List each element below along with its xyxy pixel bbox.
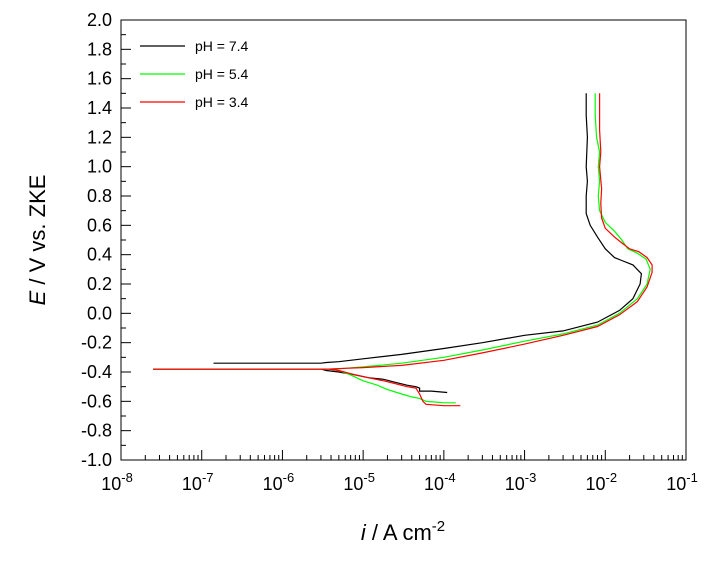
- y-tick-label: 0.2: [87, 274, 112, 294]
- y-axis-label: E / V vs. ZKE: [25, 175, 50, 306]
- y-tick-label: -0.2: [81, 333, 112, 353]
- x-axis-ticks: [120, 450, 687, 460]
- y-tick-label: 0.8: [87, 186, 112, 206]
- x-tick-label: 10-2: [585, 470, 617, 494]
- y-tick-label: 1.8: [87, 39, 112, 59]
- series-line-anodic: [329, 93, 651, 370]
- x-tick-label: 10-5: [343, 470, 375, 494]
- y-tick-label: -1.0: [81, 450, 112, 470]
- legend-label: pH = 3.4: [195, 94, 249, 110]
- y-axis-ticks: [121, 19, 131, 461]
- legend-label: pH = 7.4: [195, 38, 249, 54]
- x-tick-label: 10-8: [101, 470, 133, 494]
- y-tick-label: 1.6: [87, 69, 112, 89]
- y-tick-label: 1.4: [87, 98, 112, 118]
- x-axis-tick-labels: 10-8 10-7 10-6 10-5 10-4 10-3 10-2 10-1: [101, 470, 698, 494]
- y-tick-label: -0.4: [81, 362, 112, 382]
- series-line-cathodic: [329, 368, 461, 407]
- y-tick-label: 1.2: [87, 127, 112, 147]
- x-tick-label: 10-1: [666, 470, 698, 494]
- legend-label: pH = 5.4: [195, 66, 249, 82]
- y-tick-label: 0.0: [87, 303, 112, 323]
- plot-area: [120, 19, 687, 461]
- series-group: [153, 93, 653, 407]
- y-tick-label: 1.0: [87, 157, 112, 177]
- x-tick-label: 10-6: [263, 470, 295, 494]
- x-tick-label: 10-3: [505, 470, 537, 494]
- x-tick-label: 10-4: [424, 470, 456, 494]
- y-tick-label: 0.4: [87, 245, 112, 265]
- y-tick-label: -0.6: [81, 391, 112, 411]
- y-axis-tick-labels: 2.0 1.8 1.6 1.4 1.2 1.0 0.8 0.6 0.4 0.2 0.0 -0.2 -0.…: [81, 10, 112, 470]
- series-line-anodic: [153, 93, 653, 370]
- series-line-anodic: [213, 93, 643, 364]
- y-tick-label: 0.6: [87, 215, 112, 235]
- x-tick-label: 10-7: [182, 470, 214, 494]
- legend: pH = 7.4 pH = 5.4 pH = 3.4: [140, 38, 249, 110]
- y-tick-label: -0.8: [81, 421, 112, 441]
- y-tick-label: 2.0: [87, 10, 112, 30]
- x-axis-label: i / A cm-2: [361, 518, 445, 545]
